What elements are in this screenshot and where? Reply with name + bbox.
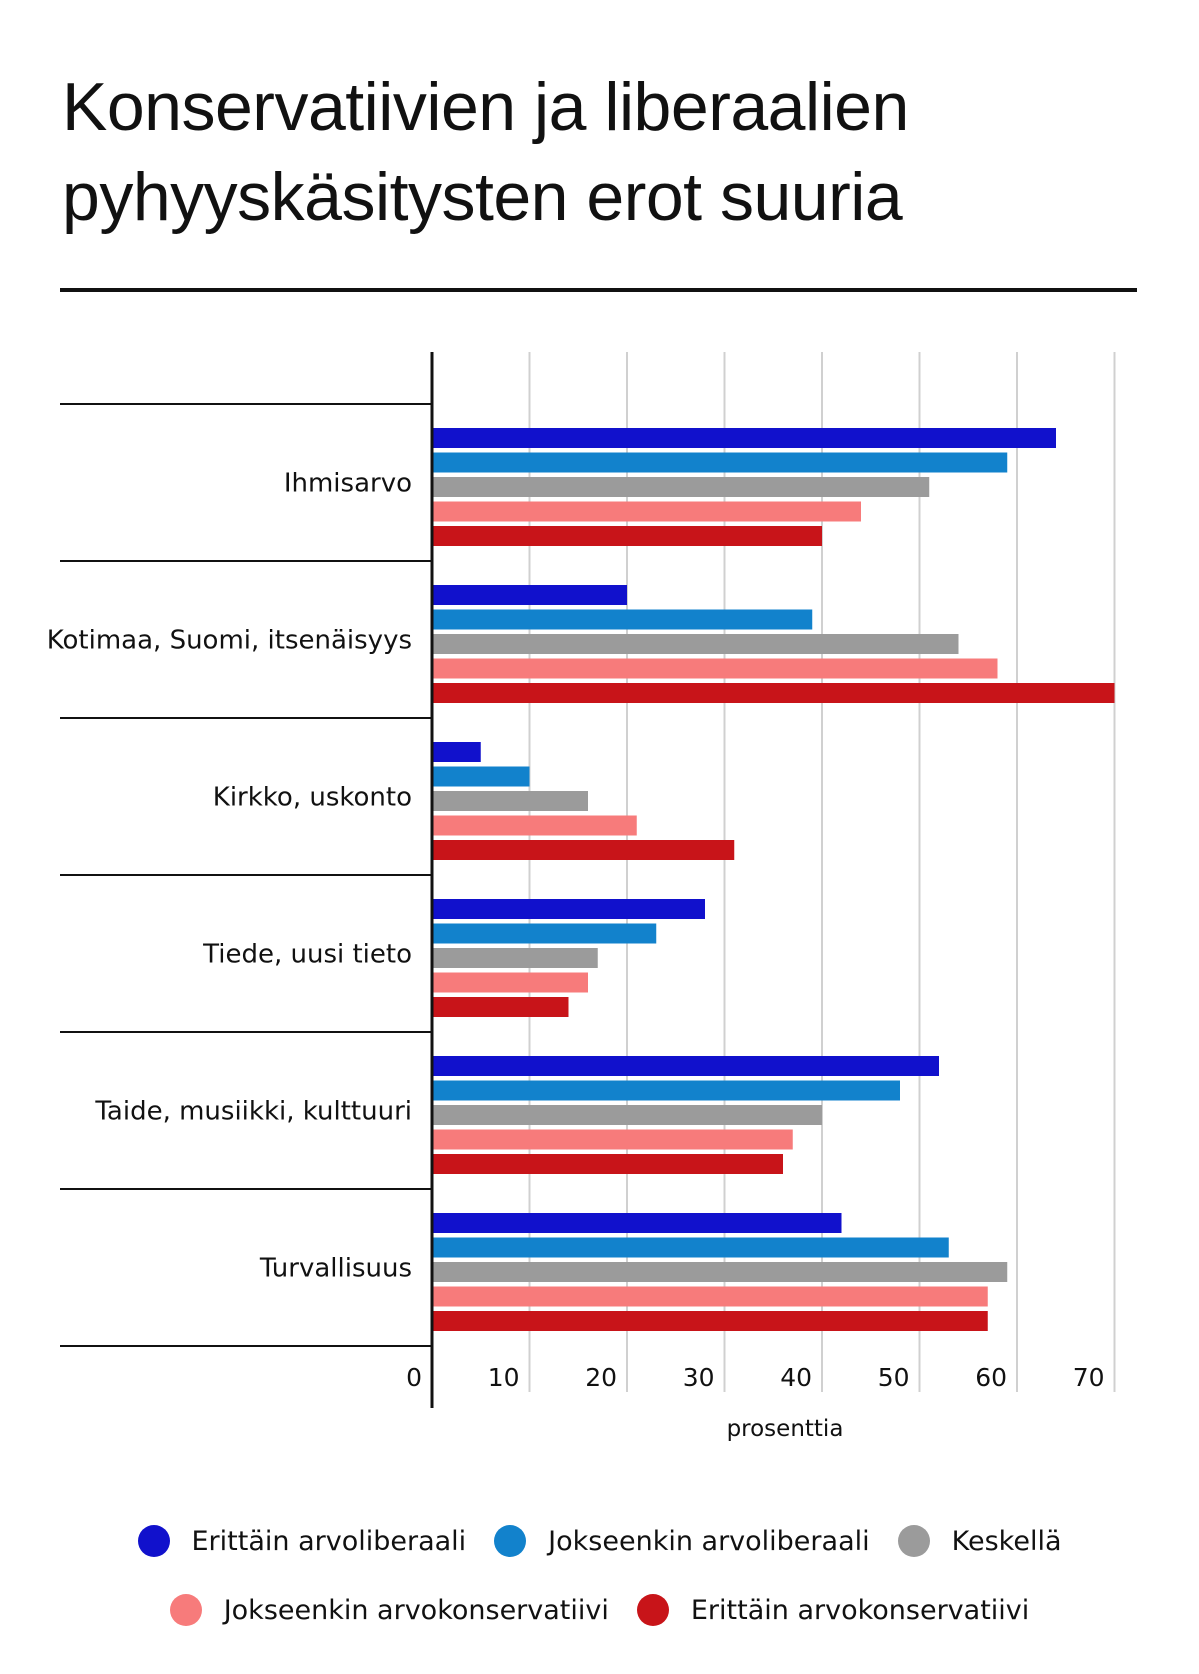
bar-2-2 [432,791,588,811]
bar-3-1 [432,923,657,944]
bar-0-3 [432,501,861,522]
legend-swatch-erittain-arvoliberaali [137,1525,170,1557]
legend-item-erittain-arvokonservatiivi: Erittäin arvokonservatiivi [636,1594,1030,1626]
bar-1-1 [432,609,813,630]
legend-swatch-jokseenkin-arvoliberaali [494,1525,527,1557]
bar-4-3 [432,1129,793,1150]
legend-item-jokseenkin-arvokonservatiivi: Jokseenkin arvokonservatiivi [169,1594,609,1626]
legend-row-1: Erittäin arvoliberaali Jokseenkin arvoli… [0,1525,1199,1557]
bar-2-3 [432,815,637,836]
bar-4-2 [432,1105,822,1125]
bar-0-2 [432,477,930,497]
category-label: Turvallisuus [259,1254,412,1284]
bar-0-4 [432,526,822,546]
category-label: Taide, musiikki, kulttuuri [94,1097,412,1127]
legend-swatch-keskella [897,1525,930,1557]
x-tick-label: 60 [975,1363,1007,1392]
legend-label: Jokseenkin arvoliberaali [548,1525,870,1557]
x-tick-label: 50 [878,1363,910,1392]
legend-row-2: Jokseenkin arvokonservatiivi Erittäin ar… [0,1594,1199,1626]
bar-5-1 [432,1237,949,1258]
x-tick-label: 0 [406,1363,422,1392]
x-tick-label: 40 [780,1363,812,1392]
bar-0-0 [432,428,1056,448]
bar-2-4 [432,840,735,860]
x-tick-label: 30 [683,1363,715,1392]
x-tick-label: 10 [488,1363,520,1392]
x-tick-label: 20 [585,1363,617,1392]
category-label: Ihmisarvo [284,469,412,499]
legend-item-jokseenkin-arvoliberaali: Jokseenkin arvoliberaali [494,1525,870,1557]
legend-label: Jokseenkin arvokonservatiivi [223,1594,609,1626]
bar-5-4 [432,1311,988,1331]
legend-item-erittain-arvoliberaali: Erittäin arvoliberaali [137,1525,467,1557]
bar-5-2 [432,1262,1008,1282]
category-label: Tiede, uusi tieto [202,940,412,970]
bar-3-2 [432,948,598,968]
legend-label: Keskellä [951,1525,1062,1557]
bar-1-4 [432,683,1115,703]
bar-1-2 [432,634,959,654]
legend-swatch-jokseenkin-arvokonservatiivi [169,1594,202,1626]
bar-2-1 [432,766,530,787]
bar-1-3 [432,658,998,679]
bar-1-0 [432,585,627,605]
x-tick-label: 70 [1073,1363,1105,1392]
bar-3-0 [432,899,705,919]
bar-0-1 [432,452,1008,473]
bar-3-4 [432,997,569,1017]
bar-4-0 [432,1056,939,1076]
chart-title-line-2: pyhyyskäsitysten erot suuria [62,159,903,235]
chart-title-line-1: Konservatiivien ja liberaalien [62,69,909,145]
category-label: Kirkko, uskonto [213,783,412,813]
bar-4-1 [432,1080,900,1101]
legend-label: Erittäin arvoliberaali [191,1525,467,1557]
chart-title: Konservatiivien ja liberaalien pyhyyskäs… [62,62,1122,242]
bar-2-0 [432,742,481,762]
bar-5-3 [432,1286,988,1307]
bar-3-3 [432,972,588,993]
x-axis-title: prosenttia [727,1416,844,1442]
bar-5-0 [432,1213,842,1233]
category-label: Kotimaa, Suomi, itsenäisyys [47,626,412,656]
legend-item-keskella: Keskellä [897,1525,1062,1557]
legend-label: Erittäin arvokonservatiivi [690,1594,1030,1626]
bar-4-4 [432,1154,783,1174]
title-divider [60,288,1137,292]
legend-swatch-erittain-arvokonservatiivi [636,1594,669,1626]
bar-chart: Ihmisarvo Kotimaa, Suomi, itsenäisyys Kirk… [47,352,1116,1442]
